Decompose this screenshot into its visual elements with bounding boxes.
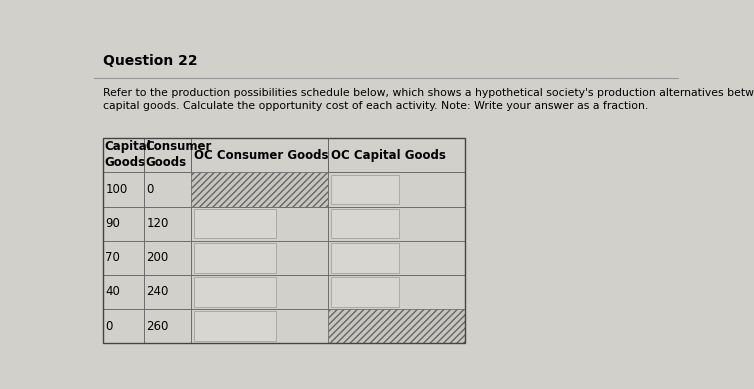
Text: 0: 0 xyxy=(146,183,154,196)
Text: capital goods. Calculate the opportunity cost of each activity. Note: Write your: capital goods. Calculate the opportunity… xyxy=(103,101,648,110)
Bar xyxy=(328,309,465,343)
Text: 120: 120 xyxy=(146,217,169,230)
Bar xyxy=(144,207,191,241)
Bar xyxy=(103,309,144,343)
Text: 0: 0 xyxy=(106,320,113,333)
Text: 240: 240 xyxy=(146,286,169,298)
Bar xyxy=(328,309,465,343)
Bar xyxy=(328,138,465,172)
Bar xyxy=(144,275,191,309)
Text: OC Capital Goods: OC Capital Goods xyxy=(332,149,446,162)
Bar xyxy=(191,172,328,207)
Bar xyxy=(144,309,191,343)
Bar xyxy=(103,207,144,241)
Bar xyxy=(195,243,276,273)
Bar xyxy=(328,172,465,207)
Text: OC Consumer Goods: OC Consumer Goods xyxy=(195,149,329,162)
Bar xyxy=(195,312,276,341)
Bar xyxy=(191,172,328,207)
Bar xyxy=(332,277,400,307)
Bar xyxy=(328,207,465,241)
Text: 70: 70 xyxy=(106,251,120,265)
Bar xyxy=(195,209,276,238)
Bar xyxy=(328,275,465,309)
Bar xyxy=(191,207,328,241)
Bar xyxy=(191,275,328,309)
Bar xyxy=(332,209,400,238)
Bar xyxy=(103,138,144,172)
Bar xyxy=(103,275,144,309)
Text: Consumer
Goods: Consumer Goods xyxy=(146,140,212,170)
Text: 100: 100 xyxy=(106,183,127,196)
Bar xyxy=(144,241,191,275)
Text: Question 22: Question 22 xyxy=(103,54,198,68)
Text: Capital
Goods: Capital Goods xyxy=(105,140,152,170)
Bar xyxy=(332,175,400,204)
Bar xyxy=(191,309,328,343)
Text: 90: 90 xyxy=(106,217,120,230)
Bar xyxy=(144,138,191,172)
Bar xyxy=(191,138,328,172)
Text: 260: 260 xyxy=(146,320,169,333)
Text: Refer to the production possibilities schedule below, which shows a hypothetical: Refer to the production possibilities sc… xyxy=(103,88,754,98)
Text: 40: 40 xyxy=(106,286,120,298)
Bar xyxy=(328,241,465,275)
Bar xyxy=(195,277,276,307)
Bar xyxy=(332,243,400,273)
Bar xyxy=(144,172,191,207)
Bar xyxy=(191,241,328,275)
Bar xyxy=(103,172,144,207)
Bar xyxy=(103,241,144,275)
Text: 200: 200 xyxy=(146,251,168,265)
Bar xyxy=(103,138,465,343)
